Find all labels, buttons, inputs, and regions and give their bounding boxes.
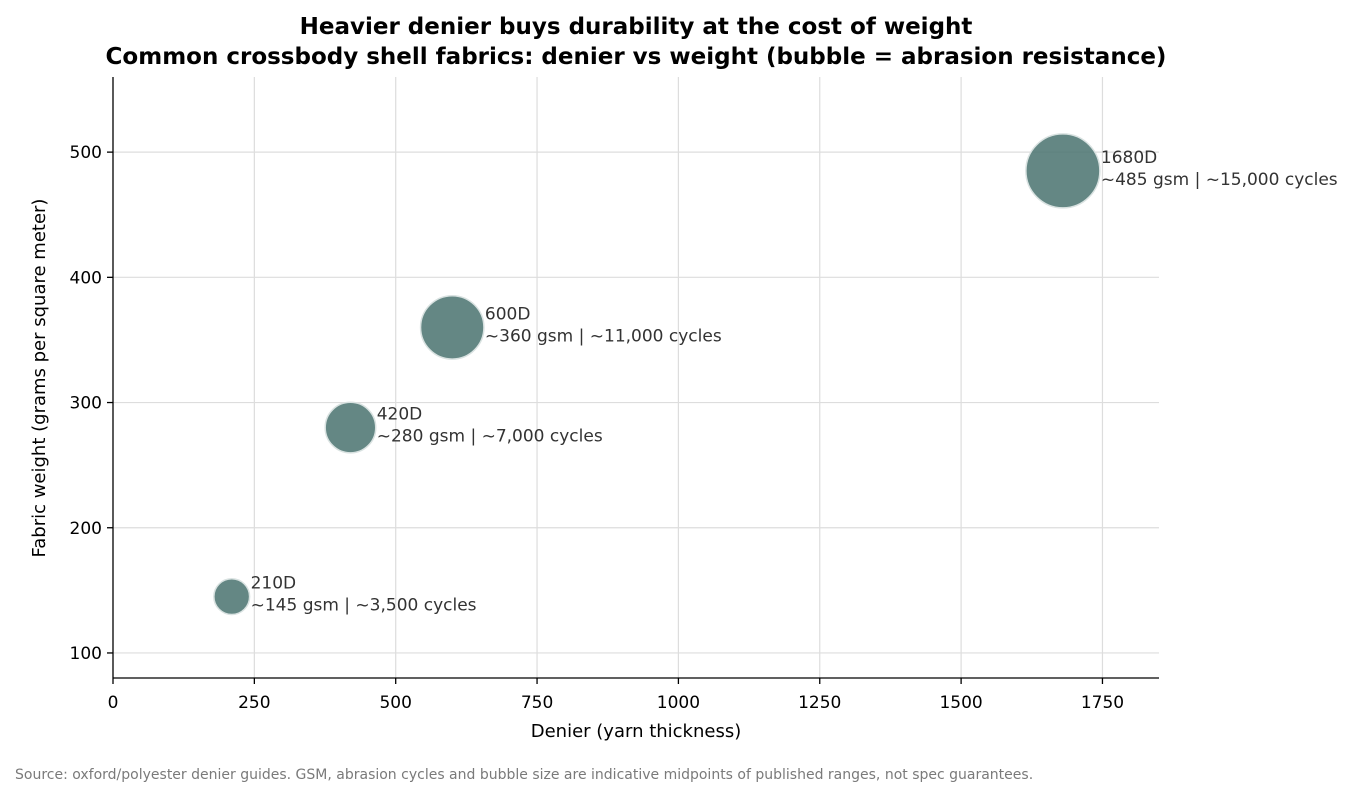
point-label-detail: ~485 gsm | ~15,000 cycles (1101, 170, 1338, 190)
point-labels-layer: 210D~145 gsm | ~3,500 cycles 420D~280 gsm… (251, 148, 1338, 616)
chart-title: Heavier denier buys durability at the co… (300, 14, 973, 40)
x-axis-label: Denier (yarn thickness) (531, 721, 742, 742)
x-tick-label: 250 (238, 693, 270, 713)
bubble-1680d (1025, 133, 1101, 209)
bubble-420d (324, 401, 377, 454)
chart-subtitle: Common crossbody shell fabrics: denier v… (106, 44, 1167, 70)
bubble-210d (213, 577, 251, 616)
x-tick-label: 750 (521, 693, 553, 713)
x-tick-label: 0 (108, 693, 119, 713)
y-axis-label: Fabric weight (grams per square meter) (29, 199, 50, 558)
x-tick-label: 1750 (1081, 693, 1124, 713)
source-footnote: Source: oxford/polyester denier guides. … (15, 767, 1033, 783)
point-label-name: 1680D (1101, 148, 1157, 168)
bubble-600d (419, 294, 485, 360)
y-tick-label: 200 (70, 519, 102, 539)
axes-layer (112, 77, 1159, 679)
point-label-detail: ~145 gsm | ~3,500 cycles (251, 596, 477, 616)
x-tick-label: 1250 (798, 693, 841, 713)
point-label-detail: ~280 gsm | ~7,000 cycles (377, 427, 603, 447)
y-tick-label: 100 (70, 644, 102, 664)
y-tick-label: 400 (70, 268, 102, 288)
y-tick-label: 300 (70, 394, 102, 414)
ticks-layer: 0 250 500 750 1000 1250 1500 1750 100 200 300 400 50… (70, 143, 1125, 713)
point-label-detail: ~360 gsm | ~11,000 cycles (485, 326, 722, 346)
x-tick-label: 1000 (657, 693, 700, 713)
x-tick-label: 1500 (939, 693, 982, 713)
point-label-name: 600D (485, 304, 531, 324)
point-label-name: 210D (251, 574, 297, 594)
x-tick-label: 500 (379, 693, 411, 713)
point-label-name: 420D (377, 405, 423, 425)
y-tick-label: 500 (70, 143, 102, 163)
grid-layer (113, 77, 1159, 678)
bubbles-layer (213, 133, 1101, 616)
